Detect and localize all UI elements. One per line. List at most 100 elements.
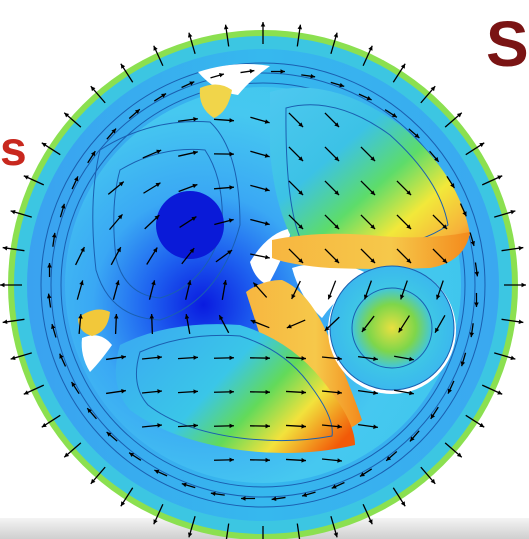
vector-arrowhead bbox=[193, 355, 198, 360]
vector-arrowhead bbox=[469, 332, 475, 338]
vector-arrowhead bbox=[333, 32, 339, 38]
vector-arrowhead bbox=[121, 388, 126, 394]
vector-arrowhead bbox=[301, 424, 306, 429]
vector-arrowhead bbox=[64, 452, 70, 458]
vector-arrowhead bbox=[87, 408, 92, 414]
circle-contour bbox=[351, 287, 433, 369]
vector-arrow bbox=[225, 523, 230, 539]
vector-arrowhead bbox=[117, 214, 123, 220]
vector-arrowhead bbox=[298, 156, 304, 162]
vector-arrowhead bbox=[241, 496, 246, 501]
vector-arrowhead bbox=[462, 211, 467, 217]
vector-arrowhead bbox=[120, 63, 126, 69]
vector-arrowhead bbox=[90, 478, 96, 484]
vector-arrowhead bbox=[327, 294, 333, 300]
vector-arrowhead bbox=[189, 248, 195, 254]
vector-arrowhead bbox=[161, 93, 167, 98]
vector-arrowhead bbox=[46, 293, 52, 299]
vector-arrowhead bbox=[264, 221, 270, 226]
vector-arrowhead bbox=[298, 122, 304, 128]
hotspot-core bbox=[156, 191, 224, 259]
vector-arrowhead bbox=[157, 389, 162, 394]
vector-arrowhead bbox=[460, 361, 466, 367]
vector-arrowhead bbox=[359, 472, 365, 477]
vector-field bbox=[0, 22, 526, 539]
vector-arrowhead bbox=[333, 532, 339, 538]
vector-arrowhead bbox=[154, 215, 160, 220]
sector-lower-contour bbox=[135, 334, 333, 442]
vector-arrowhead bbox=[373, 356, 378, 362]
vector-arrowhead bbox=[334, 190, 340, 196]
vector-arrowhead bbox=[302, 492, 307, 497]
vector-arrowhead bbox=[2, 319, 8, 325]
vector-arrowhead bbox=[193, 389, 198, 394]
vector-arrowhead bbox=[400, 501, 406, 507]
vector-arrowhead bbox=[518, 245, 524, 251]
vector-arrowhead bbox=[153, 45, 158, 51]
vector-arrowhead bbox=[191, 216, 197, 221]
vector-arrowhead bbox=[331, 484, 337, 489]
vector-arrowhead bbox=[149, 314, 155, 319]
vector-arrowhead bbox=[151, 280, 156, 286]
vector-arrowhead bbox=[310, 73, 316, 79]
vector-arrowhead bbox=[153, 519, 158, 525]
vector-arrowhead bbox=[90, 86, 96, 92]
vector-arrowhead bbox=[398, 327, 403, 333]
vector-arrowhead bbox=[406, 190, 412, 196]
vector-arrowhead bbox=[219, 315, 224, 321]
vector-arrowhead bbox=[447, 388, 452, 394]
vector-arrowhead bbox=[134, 109, 140, 114]
vector-arrowhead bbox=[265, 457, 270, 463]
vector-arrowhead bbox=[265, 355, 270, 361]
vector-arrowhead bbox=[154, 469, 160, 474]
vector-arrowhead bbox=[90, 151, 96, 157]
vector-arrowhead bbox=[334, 122, 340, 128]
vector-arrowhead bbox=[474, 271, 480, 277]
vector-arrowhead bbox=[187, 280, 192, 286]
vector-arrowhead bbox=[229, 389, 234, 395]
vector-arrowhead bbox=[193, 117, 198, 122]
vector-arrowhead bbox=[23, 175, 29, 180]
vector-arrowhead bbox=[430, 413, 436, 419]
vector-arrowhead bbox=[339, 82, 345, 88]
sector-upper bbox=[270, 87, 470, 262]
vector-arrowhead bbox=[301, 390, 306, 395]
vector-arrowhead bbox=[414, 133, 420, 139]
vector-arrowhead bbox=[265, 389, 270, 395]
vector-arrowhead bbox=[106, 431, 112, 437]
vector-arrowhead bbox=[434, 156, 439, 162]
vector-arrowhead bbox=[23, 390, 29, 395]
vector-arrowhead bbox=[184, 314, 190, 319]
vector-arrowhead bbox=[373, 390, 378, 396]
gap-left bbox=[81, 335, 112, 372]
vector-arrowhead bbox=[0, 282, 5, 288]
vector-arrowhead bbox=[227, 250, 233, 255]
vector-arrowhead bbox=[409, 436, 415, 442]
vector-arrowhead bbox=[400, 63, 406, 69]
vector-arrowhead bbox=[264, 187, 270, 192]
vector-arrowhead bbox=[286, 324, 292, 329]
vector-arrowhead bbox=[79, 280, 84, 286]
vector-arrowhead bbox=[479, 422, 485, 428]
vector-arrowhead bbox=[271, 496, 277, 502]
vector-arrowhead bbox=[298, 258, 304, 264]
vector-arrowhead bbox=[361, 327, 367, 332]
vector-arrowhead bbox=[264, 119, 270, 124]
vector-arrowhead bbox=[337, 424, 342, 429]
vector-arrowhead bbox=[456, 452, 462, 458]
vector-arrowhead bbox=[51, 232, 57, 238]
vector-arrowhead bbox=[337, 458, 342, 463]
vector-arrowhead bbox=[192, 183, 198, 189]
vector-arrowhead bbox=[155, 182, 161, 188]
vector-arrowhead bbox=[189, 81, 195, 86]
vector-arrowhead bbox=[334, 224, 340, 230]
side-label-fragment: s bbox=[0, 123, 27, 176]
vector-arrowhead bbox=[297, 24, 303, 30]
blob-left bbox=[78, 309, 110, 336]
vector-arrowhead bbox=[118, 181, 124, 187]
vector-arrowhead bbox=[47, 263, 52, 268]
vector-arrowhead bbox=[406, 224, 412, 230]
vector-arrowhead bbox=[157, 423, 162, 428]
vector-arrowhead bbox=[210, 491, 216, 497]
